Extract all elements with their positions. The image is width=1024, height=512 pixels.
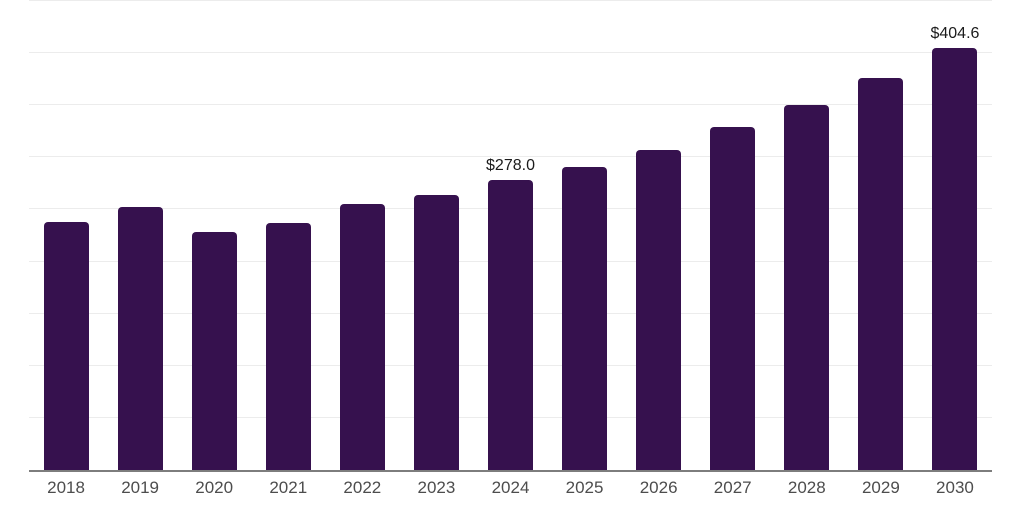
x-tick-label-2023: 2023	[417, 478, 456, 497]
plot-area: $278.0 $404.6	[29, 0, 992, 470]
bar-2024	[488, 180, 533, 470]
x-tick-label-2030: 2030	[936, 478, 974, 497]
bar-2020	[191, 232, 237, 470]
gridline	[29, 0, 992, 1]
x-tick-label-2024: 2024	[491, 478, 530, 497]
x-tick-label-2026: 2026	[639, 478, 678, 497]
bar-2018	[43, 221, 89, 470]
gridline	[29, 156, 992, 158]
bar-2027	[710, 127, 756, 470]
x-tick-label-2021: 2021	[269, 478, 308, 497]
x-tick-label-2025: 2025	[565, 478, 604, 497]
x-tick-label-2019: 2019	[121, 478, 160, 497]
data-label-2024: $278.0	[486, 157, 535, 175]
gridline	[29, 104, 992, 106]
bar-2029	[858, 78, 904, 470]
bar-2030	[932, 48, 978, 470]
bar-2022	[339, 204, 385, 470]
x-tick-label-2022: 2022	[343, 478, 382, 497]
x-axis-labels: 2018 2019 2020 2021 2022 2023 2024 2025 2026 2027…	[29, 479, 992, 501]
bar-2021	[265, 223, 311, 470]
bar-2026	[636, 150, 682, 470]
x-tick-label-2027: 2027	[713, 478, 752, 497]
x-axis-line	[29, 470, 992, 472]
x-tick-label-2029: 2029	[861, 478, 900, 497]
data-label-2030: $404.6	[930, 25, 980, 43]
x-tick-label-2028: 2028	[787, 478, 826, 497]
bar-2019	[117, 207, 163, 470]
bar-2028	[784, 105, 830, 470]
bar-2025	[562, 166, 608, 470]
x-tick-label-2020: 2020	[195, 478, 234, 497]
bar-2023	[413, 194, 459, 470]
gridline	[29, 52, 992, 54]
x-tick-label-2018: 2018	[47, 478, 85, 497]
